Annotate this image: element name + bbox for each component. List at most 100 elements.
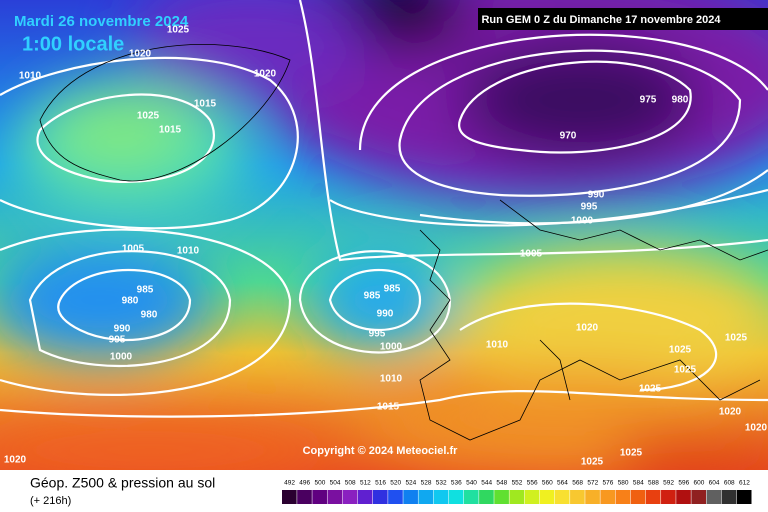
legend-swatch: [494, 490, 509, 504]
legend-tick-label: 544: [481, 480, 492, 487]
legend-swatch: [721, 490, 737, 504]
legend-tick-label: 556: [527, 480, 538, 487]
isobar-label: 1010: [380, 374, 403, 385]
isobar-label: 985: [364, 291, 381, 302]
isobar-labels: 1025 1020 1010 1020 1025 1015 1015 975 980 970 990…: [4, 25, 768, 468]
isobar-label: 970: [560, 131, 577, 142]
isobar-label: 1005: [520, 249, 543, 260]
isobar-label: 1025: [639, 384, 662, 395]
legend-tick-label: 560: [542, 480, 553, 487]
legend-swatch: [554, 490, 570, 504]
legend-swatch: [630, 490, 646, 504]
legend-swatch: [645, 490, 661, 504]
isobar-label: 1005: [122, 244, 145, 255]
isobar-label: 995: [369, 329, 386, 340]
isobar-label: 1000: [380, 342, 403, 353]
footer-title: Géop. Z500 & pression au sol: [30, 475, 215, 491]
legend-tick-label: 564: [557, 480, 568, 487]
legend-tick-label: 600: [694, 480, 705, 487]
legend-tick-label: 580: [618, 480, 629, 487]
isobar-label: 1020: [254, 69, 277, 80]
legend-tick-label: 524: [405, 480, 416, 487]
legend-tick-label: 548: [496, 480, 507, 487]
legend-swatch: [342, 490, 358, 504]
isobar-label: 1015: [159, 125, 182, 136]
legend-swatch: [403, 490, 418, 504]
isobar-label: 980: [672, 95, 689, 106]
legend-tick-label: 512: [360, 480, 371, 487]
legend-swatch: [509, 490, 525, 504]
legend-tick-label: 508: [345, 480, 356, 487]
legend-tick-label: 596: [678, 480, 689, 487]
legend-tick-label: 504: [330, 480, 341, 487]
legend-swatch: [479, 490, 494, 504]
forecast-lead: (+ 216h): [30, 495, 71, 507]
legend-swatch: [312, 490, 327, 504]
isobar-label: 1025: [725, 333, 748, 344]
isobar-label: 990: [377, 309, 394, 320]
legend-swatch: [418, 490, 434, 504]
isobar-label: 1025: [669, 345, 692, 356]
legend-tick-label: 576: [603, 480, 614, 487]
isobar-label: 1025: [620, 448, 643, 459]
isobar-label: 1025: [137, 111, 160, 122]
isobar-label: 1020: [4, 455, 27, 466]
legend-swatch: [600, 490, 616, 504]
legend-tick-label: 584: [633, 480, 644, 487]
isobar-label: 1025: [167, 25, 190, 36]
isobar-label: 980: [122, 296, 139, 307]
isobar-label: 985: [137, 285, 154, 296]
legend-tick-label: 528: [421, 480, 432, 487]
legend-swatch: [327, 490, 343, 504]
isobar-label: 985: [384, 284, 401, 295]
isobar-label: 980: [141, 310, 158, 321]
isobar-label: 1000: [571, 216, 594, 227]
isobar-label: 1020: [745, 423, 768, 434]
isobar-label: 1020: [129, 49, 152, 60]
legend-swatch: [615, 490, 631, 504]
legend-tick-label: 552: [512, 480, 523, 487]
isobar-label: 1020: [576, 323, 599, 334]
coastlines: [39, 44, 768, 441]
legend-swatch: [297, 490, 312, 504]
legend-swatch: [282, 490, 297, 504]
legend-tick-label: 500: [314, 480, 325, 487]
isobar-label: 1015: [377, 402, 400, 413]
legend-swatch: [570, 490, 585, 504]
legend-tick-label: 592: [663, 480, 674, 487]
isobar-label: 995: [109, 335, 126, 346]
legend-swatch: [691, 490, 707, 504]
legend-swatch: [463, 490, 479, 504]
legend-tick-label: 540: [466, 480, 477, 487]
legend-tick-label: 588: [648, 480, 659, 487]
valid-time: 1:00 locale: [22, 33, 124, 55]
copyright: Copyright © 2024 Meteociel.fr: [303, 445, 459, 457]
legend-swatch: [539, 490, 555, 504]
legend-swatch: [388, 490, 403, 504]
isobar-label: 1025: [674, 365, 697, 376]
legend: 492 496 500 504 508 512 516 520 524 528 532 536 540 5…: [282, 480, 752, 504]
legend-swatch: [433, 490, 449, 504]
isobar-label: 1020: [719, 407, 742, 418]
legend-tick-label: 520: [390, 480, 401, 487]
isobar-label: 1010: [177, 246, 200, 257]
legend-tick-label: 568: [572, 480, 583, 487]
legend-swatch: [357, 490, 373, 504]
legend-swatch: [676, 490, 691, 504]
legend-tick-label: 612: [739, 480, 750, 487]
isobars: [0, 0, 768, 417]
legend-swatch: [706, 490, 722, 504]
legend-swatch: [524, 490, 540, 504]
legend-swatch: [448, 490, 464, 504]
legend-swatch: [585, 490, 600, 504]
legend-tick-label: 572: [587, 480, 598, 487]
legend-swatch: [372, 490, 388, 504]
valid-date: Mardi 26 novembre 2024: [14, 13, 189, 30]
geopotential-field: [0, 0, 768, 490]
isobar-label: 990: [588, 190, 605, 201]
isobar-label: 1015: [194, 99, 217, 110]
run-info: Run GEM 0 Z du Dimanche 17 novembre 2024: [481, 14, 721, 26]
legend-tick-label: 492: [284, 480, 295, 487]
legend-swatch: [736, 490, 752, 504]
